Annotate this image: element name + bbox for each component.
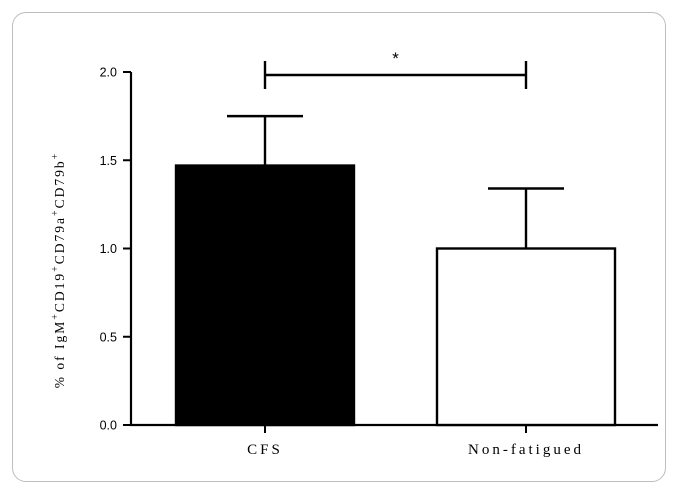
- x-category-label: CFS: [247, 442, 283, 458]
- significance-bracket: *: [263, 49, 528, 89]
- y-axis-label-part: CD19: [52, 272, 67, 312]
- y-tick-label: 1.5: [100, 154, 117, 168]
- chart-labels: CFS Non-fatigued% of IgM+CD19+CD79a+CD79b…: [50, 152, 584, 458]
- y-tick-label: 2.0: [100, 66, 117, 80]
- y-axis-label-part: % of IgM: [52, 320, 67, 389]
- x-category-label: Non-fatigued: [468, 442, 584, 458]
- y-axis-label-superscript: +: [50, 152, 61, 160]
- y-axis-label-part: CD79b: [52, 159, 67, 208]
- y-axis-label-superscript: +: [50, 208, 61, 216]
- y-tick-label: 0.0: [100, 419, 117, 433]
- significance-star: *: [392, 49, 399, 68]
- y-tick-label: 1.0: [100, 242, 117, 256]
- y-axis-label-superscript: +: [50, 264, 61, 272]
- bar-cfs: [174, 164, 356, 427]
- bar-non-fatigued: [435, 247, 617, 427]
- y-axis-label: % of IgM+CD19+CD79a+CD79b+: [50, 152, 67, 389]
- y-axis-label-part: CD79a: [52, 216, 67, 264]
- y-axis-label-superscript: +: [50, 312, 61, 320]
- bar-chart: 0.0 0.5 1.0 1.5 2.0 * CFS Non-fatigued % of Ig…: [50, 49, 658, 458]
- chart-error-bars: [227, 114, 564, 249]
- chart-bars: [174, 164, 617, 427]
- y-tick-label: 0.5: [100, 330, 117, 344]
